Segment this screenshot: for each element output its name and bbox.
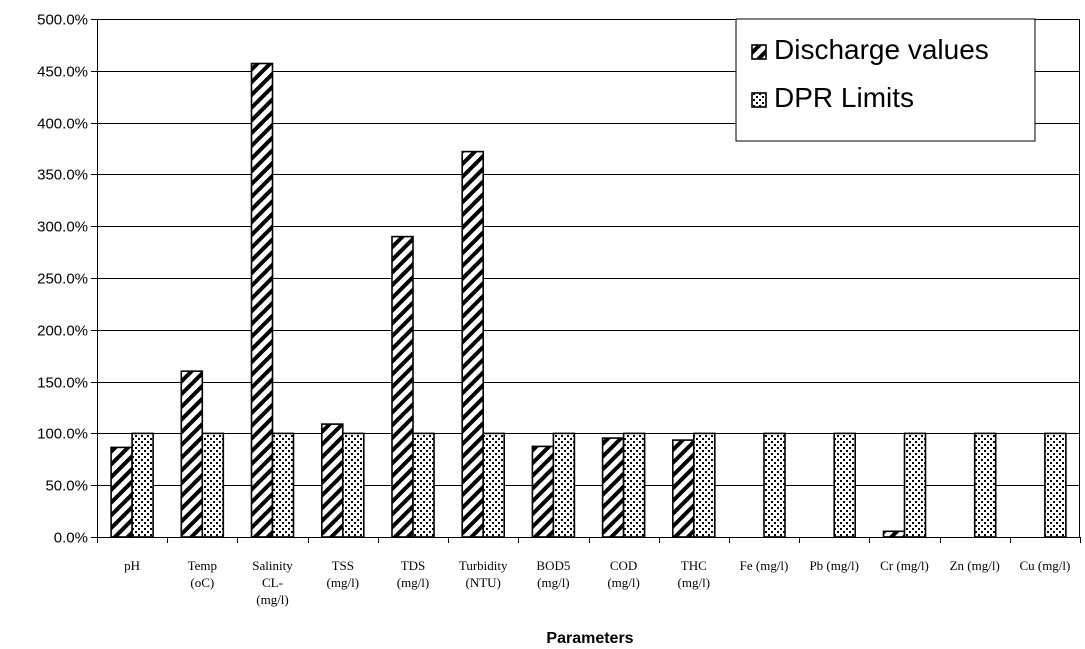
bar-dpr-limits [412,432,435,538]
bar-discharge-values [671,439,695,538]
y-tick-label: 450.0% [37,64,88,81]
bar-discharge-values [391,235,414,538]
bar-dpr-limits [622,432,646,538]
x-tick-label: COD (mg/l) [607,558,640,590]
bar-discharge-values [180,370,204,538]
y-tick-label: 0.0% [54,530,88,547]
y-axis-ticks: 0.0% 50.0% 100.0% 150.0% 200.0% 250.0% 300.0% 3… [37,12,97,547]
bar-discharge-values [250,62,274,538]
bar-dpr-limits [973,432,997,538]
x-tick-label: TSS (mg/l) [327,558,360,590]
x-tick-label: Fe (mg/l) [740,558,789,573]
x-tick-label: Pb (mg/l) [809,558,858,573]
y-tick-label: 300.0% [37,219,88,236]
legend-swatch [751,44,767,60]
bar-dpr-limits [903,432,927,538]
bar-discharge-values [320,423,344,538]
x-tick-label: pH [124,558,140,573]
bar-dpr-limits [482,432,506,538]
bar-dpr-limits [1044,432,1067,538]
bar-dpr-limits [552,432,576,538]
bar-dpr-limits [271,432,295,538]
bar-dpr-limits [201,432,225,538]
bar-discharge-values [882,530,906,538]
legend-box [735,18,1036,142]
y-tick-label: 400.0% [37,116,88,133]
x-tick-label: TDS (mg/l) [397,558,430,590]
x-axis-ticks: pH Temp (oC) Salinity CL-(mg/l) TSS (mg/l) TDS(… [97,537,1081,607]
y-tick-label: 50.0% [45,478,88,495]
bar-dpr-limits [341,432,365,538]
x-tick-label: BOD5 (mg/l) [536,558,570,590]
x-tick-label: Cu (mg/l) [1019,558,1070,573]
x-tick-label: Salinity CL-(mg/l) [252,558,293,607]
bar-discharge-values [110,446,133,538]
legend-swatch [751,92,767,108]
bar-discharge-values [531,445,555,538]
y-tick-label: 200.0% [37,323,88,340]
bar-dpr-limits [692,432,716,538]
bar-dpr-limits [131,432,154,538]
legend-label: DPR Limits [774,82,914,113]
bar-dpr-limits [763,432,786,538]
x-tick-label: Zn (mg/l) [950,558,1000,573]
y-tick-label: 100.0% [37,426,88,443]
x-axis-title: Parameters [546,630,633,647]
bar-discharge-values [461,150,485,538]
x-tick-label: Temp (oC) [188,558,217,590]
legend: Discharge values DPR Limits [735,18,1036,142]
bar-discharge-values [601,437,625,538]
x-tick-label: Turbidity (NTU) [459,558,508,590]
x-tick-label: Cr (mg/l) [880,558,929,573]
x-tick-label: THC (mg/l) [678,558,711,590]
bar-dpr-limits [833,432,857,538]
y-tick-label: 250.0% [37,271,88,288]
y-tick-label: 150.0% [37,375,88,392]
legend-label: Discharge values [774,34,989,65]
y-tick-label: 350.0% [37,167,88,184]
y-tick-label: 500.0% [37,12,88,29]
